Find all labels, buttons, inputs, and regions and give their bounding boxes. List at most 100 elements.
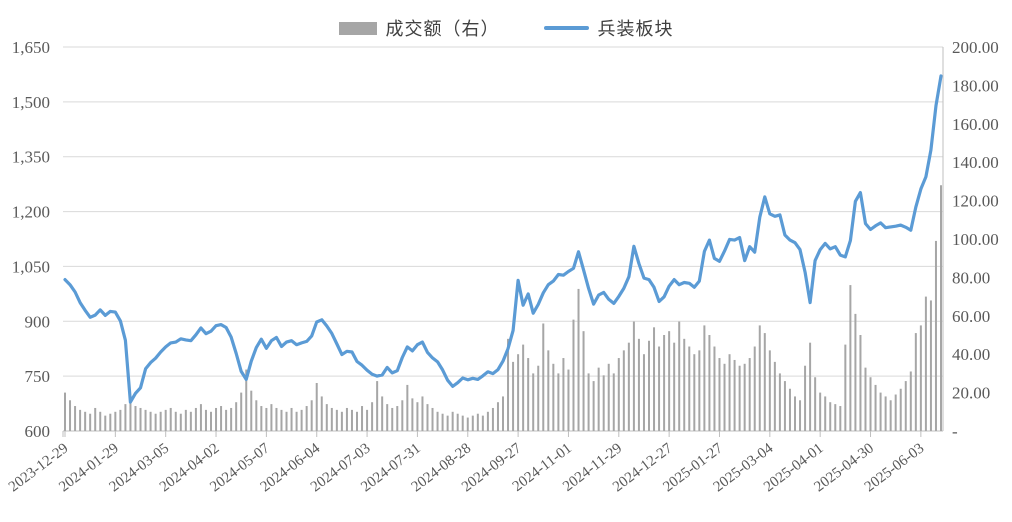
- volume-bar: [366, 409, 369, 431]
- left-axis-tick-label: 1,350: [12, 148, 50, 167]
- volume-bar: [356, 411, 358, 431]
- right-axis-tick-label: -: [952, 422, 958, 441]
- volume-bar: [305, 406, 308, 431]
- volume-bar: [149, 411, 152, 431]
- volume-bar: [421, 396, 424, 431]
- volume-bar: [577, 288, 580, 431]
- volume-bar: [325, 404, 328, 431]
- volume-bar: [99, 411, 102, 431]
- volume-bar: [456, 413, 459, 431]
- volume-bar: [134, 406, 137, 431]
- volume-bar: [547, 350, 550, 431]
- volume-bar: [270, 404, 273, 431]
- volume-bar: [904, 381, 907, 431]
- left-axis-labels: 600 750 900 1,050 1,200 1,350 1,500 1,650: [12, 38, 50, 441]
- left-axis-tick-label: 1,200: [12, 203, 50, 222]
- volume-bar: [884, 396, 887, 431]
- volume-bar: [607, 363, 610, 431]
- volume-bar: [204, 409, 207, 431]
- volume-bar: [799, 400, 802, 431]
- volume-bar: [290, 407, 293, 431]
- volume-bar: [673, 342, 676, 431]
- volume-bar: [164, 409, 167, 431]
- chart-legend: 成交额（右） 兵装板块: [0, 15, 1012, 41]
- right-axis-tick-label: 180.00: [952, 76, 999, 95]
- volume-bar: [909, 371, 912, 431]
- volume-bar: [794, 396, 796, 431]
- index-line: [63, 74, 943, 404]
- volume-bar: [708, 335, 711, 431]
- volume-bar: [728, 354, 731, 431]
- volume-bar: [466, 417, 469, 431]
- volume-bar: [693, 354, 696, 431]
- volume-bar: [834, 404, 837, 431]
- volume-bar: [240, 392, 243, 431]
- volume-bar: [215, 407, 218, 431]
- x-axis-labels: 2023-12-292024-01-292024-03-052024-04-02…: [6, 431, 927, 495]
- volume-bar: [854, 313, 857, 431]
- volume-bar: [753, 346, 756, 431]
- volume-bar: [371, 402, 374, 431]
- volume-bar: [889, 400, 892, 431]
- volume-bar: [924, 296, 927, 431]
- volume-bar: [627, 342, 630, 431]
- volume-bars: [64, 185, 942, 431]
- volume-bar: [844, 344, 847, 431]
- volume-bar: [668, 331, 671, 431]
- volume-legend-swatch: [338, 21, 377, 35]
- volume-bar: [481, 415, 484, 431]
- volume-bar: [804, 365, 807, 431]
- volume-bar: [653, 327, 656, 431]
- volume-bar: [295, 411, 298, 431]
- volume-bar: [839, 406, 842, 431]
- volume-bar: [829, 402, 832, 431]
- volume-bar: [502, 396, 504, 431]
- right-axis-tick-label: 20.00: [952, 384, 990, 403]
- left-axis-tick-label: 1,050: [12, 257, 50, 276]
- volume-bar: [280, 409, 283, 431]
- volume-bar: [562, 358, 565, 431]
- volume-bar: [441, 413, 444, 431]
- left-axis-tick-label: 1,650: [12, 38, 50, 57]
- volume-bar: [361, 406, 364, 431]
- volume-bar: [512, 361, 515, 431]
- volume-bar: [663, 335, 666, 431]
- volume-bar: [914, 333, 917, 431]
- volume-bar: [894, 394, 897, 431]
- right-axis-tick-label: 40.00: [952, 345, 990, 364]
- volume-bar: [189, 411, 192, 431]
- right-axis-tick-label: 100.00: [952, 230, 999, 249]
- volume-bar: [285, 411, 288, 431]
- volume-bar: [426, 404, 429, 431]
- volume-bar: [738, 365, 741, 431]
- volume-bar: [225, 409, 228, 431]
- volume-bar: [537, 365, 540, 431]
- volume-bar: [446, 415, 449, 431]
- volume-bar: [300, 409, 303, 431]
- volume-bar: [94, 407, 97, 431]
- volume-bar: [723, 363, 726, 431]
- volume-bar: [74, 406, 77, 431]
- volume-bar: [199, 404, 202, 431]
- volume-bar: [79, 409, 82, 431]
- volume-bar: [557, 373, 560, 431]
- volume-bar: [809, 342, 812, 431]
- volume-bar: [522, 344, 525, 431]
- volume-bar: [451, 411, 454, 431]
- volume-bar: [220, 406, 223, 431]
- volume-bar: [637, 338, 640, 431]
- volume-bar: [507, 338, 510, 431]
- volume-bar: [602, 375, 605, 431]
- left-axis-tick-label: 600: [25, 422, 51, 441]
- gridlines: [63, 46, 943, 432]
- volume-bar: [552, 363, 555, 431]
- volume-bar: [345, 407, 348, 431]
- volume-bar: [869, 377, 872, 431]
- volume-bar: [89, 413, 92, 431]
- volume-bar: [109, 413, 112, 431]
- index-legend-swatch: [543, 26, 589, 30]
- volume-bar: [879, 392, 882, 431]
- right-axis-tick-label: 140.00: [952, 153, 999, 172]
- volume-legend-label: 成交额（右）: [385, 19, 500, 39]
